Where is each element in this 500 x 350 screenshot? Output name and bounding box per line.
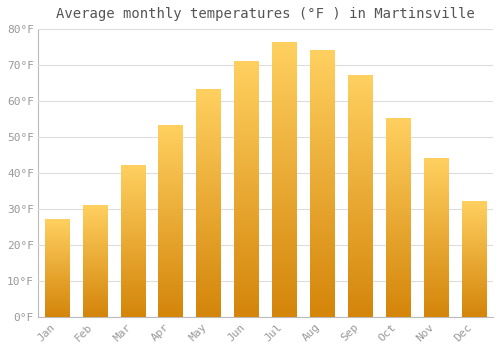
Title: Average monthly temperatures (°F ) in Martinsville: Average monthly temperatures (°F ) in Ma… [56, 7, 475, 21]
